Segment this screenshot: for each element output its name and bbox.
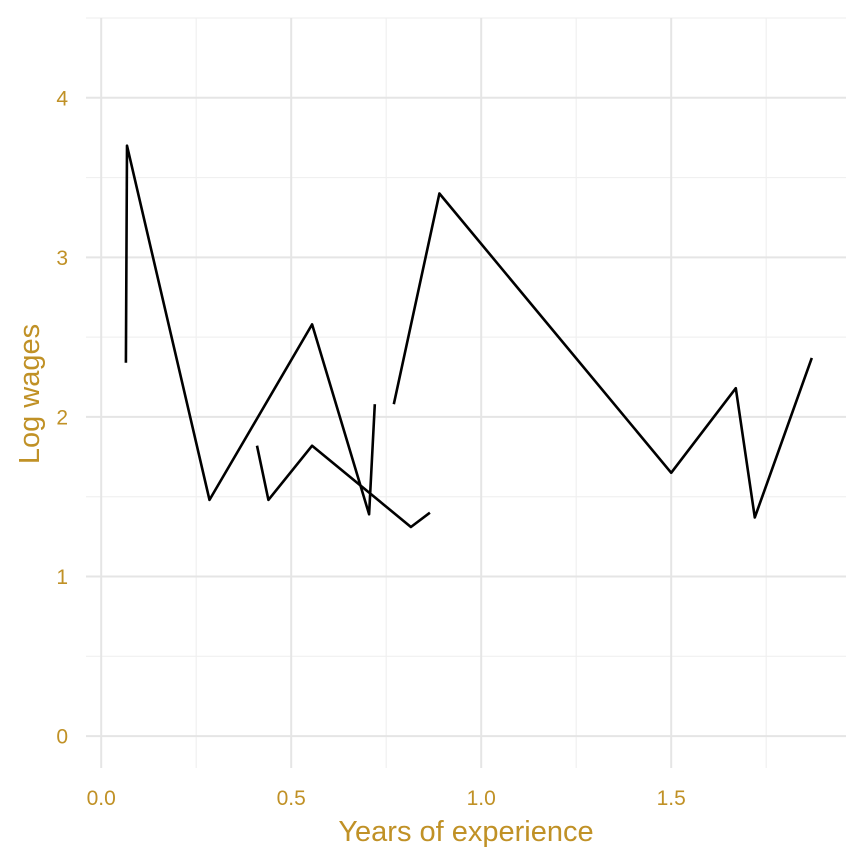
x-tick-label: 0.5 bbox=[277, 787, 306, 810]
y-axis-title: Log wages bbox=[14, 324, 46, 464]
x-axis-title: Years of experience bbox=[338, 816, 593, 848]
y-tick-label: 3 bbox=[56, 247, 68, 270]
y-tick-label: 0 bbox=[56, 726, 68, 749]
y-axis-ticks: 0 1 2 3 4 bbox=[56, 87, 68, 748]
y-tick-label: 2 bbox=[56, 406, 68, 429]
x-tick-label: 1.5 bbox=[657, 787, 686, 810]
series-line-3 bbox=[392, 192, 814, 519]
x-tick-label: 1.0 bbox=[467, 787, 496, 810]
series-line-1 bbox=[124, 144, 377, 516]
series-lines bbox=[124, 144, 814, 529]
x-tick-label: 0.0 bbox=[87, 787, 116, 810]
y-tick-label: 1 bbox=[56, 566, 68, 589]
x-axis-ticks: 0.0 0.5 1.0 1.5 bbox=[87, 787, 686, 810]
y-tick-label: 4 bbox=[56, 87, 68, 110]
series-line-2 bbox=[255, 444, 431, 529]
